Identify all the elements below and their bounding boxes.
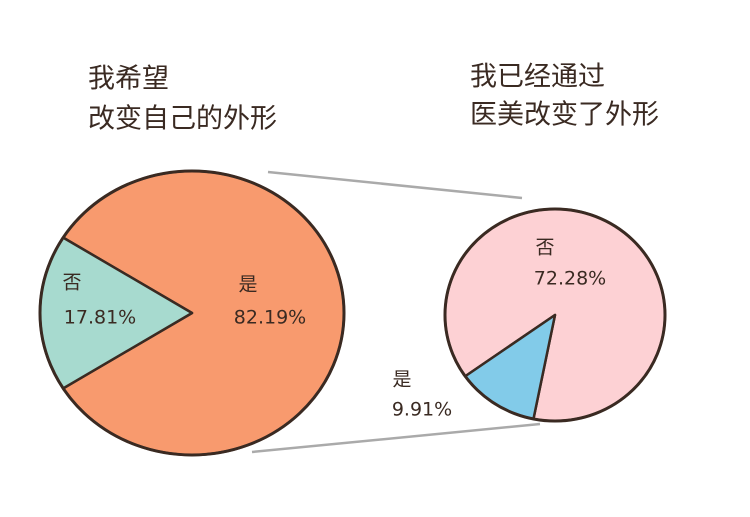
category-label: 否 bbox=[535, 237, 554, 259]
connector bbox=[251, 422, 541, 454]
pie-outline bbox=[38, 169, 346, 457]
pie-outline bbox=[443, 207, 667, 423]
category-label: 是 bbox=[392, 369, 411, 391]
value-label: 9.91% bbox=[392, 399, 452, 421]
chart-title: 医美改变了外形 bbox=[470, 100, 659, 131]
connector bbox=[267, 170, 523, 200]
chart-title: 我已经通过 bbox=[470, 62, 605, 93]
value-label: 17.81% bbox=[64, 307, 136, 329]
chart-title: 改变自己的外形 bbox=[88, 104, 277, 135]
value-label: 72.28% bbox=[534, 268, 606, 290]
chart-title: 我希望 bbox=[88, 64, 169, 95]
category-label: 是 bbox=[238, 274, 257, 296]
value-label: 82.19% bbox=[234, 307, 306, 329]
category-label: 否 bbox=[62, 272, 81, 294]
